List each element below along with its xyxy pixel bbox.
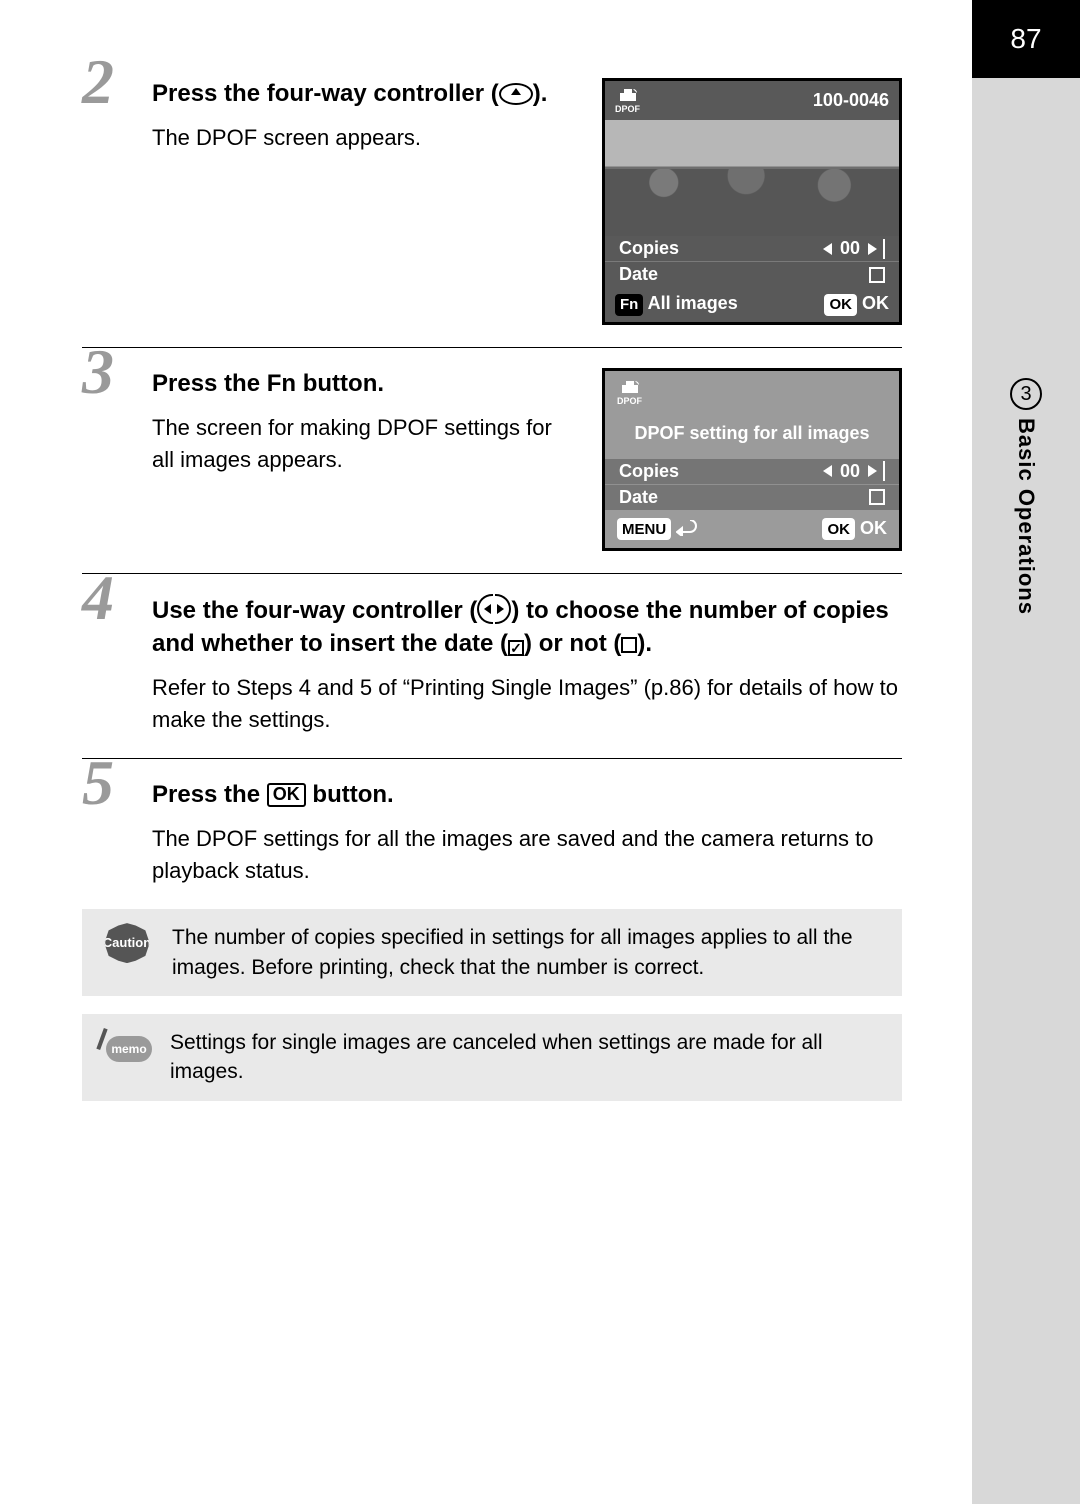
step-heading: Press the Fn button. [152,368,578,400]
fn-label: Fn [267,370,296,397]
memo-text: Settings for single images are canceled … [170,1028,884,1087]
page-number: 87 [972,0,1080,78]
lcd-copies-label: Copies [619,461,679,482]
lcd-copies-label: Copies [619,238,679,259]
step-number: 2 [82,50,114,114]
ok-chip: OK [822,518,855,540]
step-number: 5 [82,751,114,815]
lcd-screenshot-dpof-all: DPOF DPOF setting for all images Copies … [602,368,902,552]
step-head-text: Press the [152,781,267,808]
lcd-date-label: Date [619,487,658,508]
step-heading: Press the four-way controller (). [152,78,578,110]
step-head-text: Press the [152,370,267,397]
lcd-file-number: 100-0046 [813,90,889,111]
step-head-text: Use the four-way controller ( [152,597,477,624]
lcd-copies-value: 00 [840,461,860,482]
memo-note: memo Settings for single images are canc… [82,1014,902,1101]
dpof-icon: DPOF [615,87,640,114]
chapter-tab: 3 Basic Operations [1000,378,1052,688]
lcd-photo-preview [605,120,899,236]
left-arrow-icon [823,243,832,255]
up-direction-icon [499,83,533,105]
step-head-text: ). [533,80,548,107]
left-arrow-icon [823,465,832,477]
caution-text: The number of copies specified in settin… [172,923,884,982]
lcd-screenshot-dpof-single: DPOF 100-0046 Copies 00 [602,78,902,325]
lcd-copies-value: 00 [840,238,860,259]
step-body: The DPOF screen appears. [152,122,578,154]
step-body: The screen for making DPOF settings for … [152,412,578,476]
step-5: 5 Press the OK button. The DPOF settings… [82,758,902,887]
step-head-text: ). [637,630,652,657]
step-head-text: button. [296,370,384,397]
page-content: 2 Press the four-way controller (). The … [82,58,902,1101]
dpof-icon: DPOF [617,379,642,406]
lcd-ok-label: OK [860,518,887,538]
return-icon [676,520,698,536]
step-body: The DPOF settings for all the images are… [152,823,902,887]
page-edge [972,0,1080,1504]
unchecked-box-icon [621,637,637,653]
fn-chip: Fn [615,294,643,316]
lcd-date-checkbox[interactable] [869,489,885,505]
step-number: 4 [82,566,114,630]
chapter-number: 3 [1010,378,1042,410]
caution-note: Caution The number of copies specified i… [82,909,902,996]
lcd-date-label: Date [619,264,658,285]
step-2: 2 Press the four-way controller (). The … [82,58,902,325]
ok-button-icon: OK [267,783,306,807]
chapter-label: Basic Operations [1013,418,1039,615]
step-heading: Press the OK button. [152,779,902,811]
menu-chip: MENU [617,518,671,540]
left-right-controller-icon [477,594,511,624]
caution-icon: Caution [100,923,154,963]
step-3: 3 Press the Fn button. The screen for ma… [82,347,902,552]
step-head-text: ) or not ( [524,630,621,657]
step-body: Refer to Steps 4 and 5 of “Printing Sing… [152,672,902,736]
checked-box-icon [508,640,524,656]
step-4: 4 Use the four-way controller () to choo… [82,573,902,736]
step-heading: Use the four-way controller () to choose… [152,594,902,660]
lcd-all-images-label: All images [648,293,738,313]
right-arrow-icon [868,465,877,477]
memo-icon: memo [100,1028,152,1066]
right-arrow-icon [868,243,877,255]
lcd-copies-spinner[interactable]: 00 [823,461,877,482]
lcd-title: DPOF setting for all images [605,414,899,459]
lcd-ok-label: OK [862,293,889,313]
lcd-copies-spinner[interactable]: 00 [823,238,877,259]
step-head-text: Press the four-way controller ( [152,80,499,107]
step-number: 3 [82,340,114,404]
ok-chip: OK [824,294,857,316]
step-head-text: button. [306,781,394,808]
lcd-date-checkbox[interactable] [869,267,885,283]
